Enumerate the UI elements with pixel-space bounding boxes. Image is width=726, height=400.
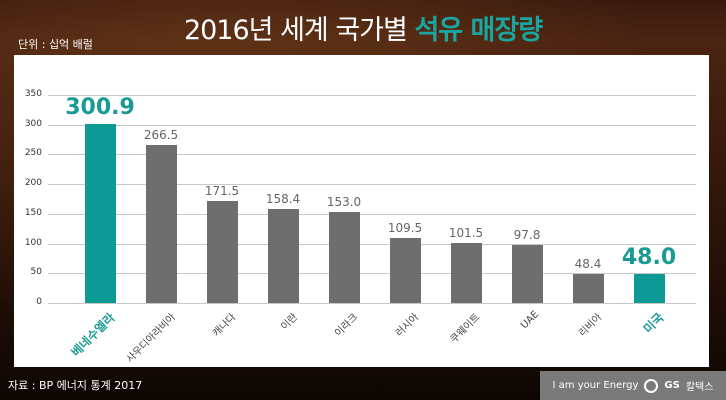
bar-4 [329,212,360,303]
gridline [48,243,696,245]
bar-2 [207,201,238,303]
value-label: 48.4 [574,257,602,272]
value-label: 158.4 [265,191,301,206]
bar-0 [85,124,116,303]
y-tick-label: 100 [24,237,42,248]
value-label: 300.9 [65,95,135,121]
bar-9 [634,274,665,303]
value-label: 153.0 [326,195,362,210]
gs-logo-icon [644,378,659,393]
value-label: 48.0 [621,245,677,271]
bar-1 [146,144,177,303]
y-tick-label: 250 [24,148,42,159]
brand-logo: I am your Energy GS 칼텍스 [540,371,726,400]
value-label: 109.5 [387,220,423,235]
y-tick-label: 350 [24,89,42,99]
title-highlight: 석유 매장량 [414,15,543,46]
value-label: 266.5 [143,127,179,142]
y-tick-label: 150 [24,207,42,218]
chart-title: 2016년 세계 국가별 석유 매장량 [0,8,726,47]
bar-6 [451,242,482,303]
y-tick-label: 0 [36,297,42,307]
gridline [48,273,696,275]
y-tick-label: 300 [24,118,42,129]
gridline [48,154,696,156]
value-label: 97.8 [513,227,541,242]
brand-suffix: 칼텍스 [685,382,714,393]
bar-3 [268,208,299,303]
gridline [48,124,696,126]
gridline [48,184,696,186]
value-label: 101.5 [448,225,484,240]
title-text: 2016년 세계 국가별 [183,15,415,46]
gridline [48,213,696,215]
gridline [48,95,696,96]
value-label: 171.5 [204,184,240,199]
brand-slogan: I am your Energy [552,380,639,391]
y-tick-label: 50 [30,267,42,278]
gridline [48,303,696,304]
bar-7 [512,244,543,303]
chart-panel [14,55,709,367]
unit-label: 단위 : 십억 배럴 [18,38,93,51]
source-label: 자료 : BP 에너지 통계 2017 [8,379,143,392]
y-tick-label: 200 [24,178,42,189]
bar-8 [573,274,604,303]
brand-name: GS [664,380,680,391]
bar-5 [390,237,421,303]
